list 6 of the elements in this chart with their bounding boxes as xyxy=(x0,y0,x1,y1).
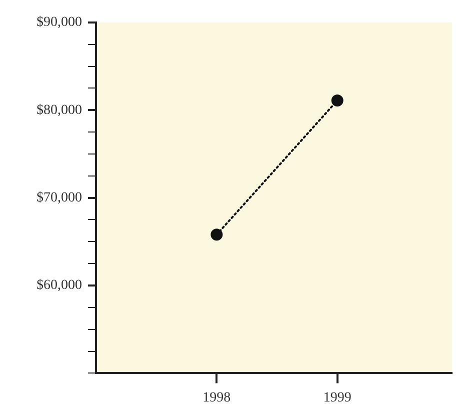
x-tick-label: 1998 xyxy=(202,390,231,406)
y-tick-label: $70,000 xyxy=(36,190,82,206)
y-tick-label: $60,000 xyxy=(36,278,82,294)
y-tick-label: $80,000 xyxy=(36,102,82,118)
y-tick-label: $90,000 xyxy=(36,15,82,30)
x-tick-label: 1999 xyxy=(323,390,352,406)
